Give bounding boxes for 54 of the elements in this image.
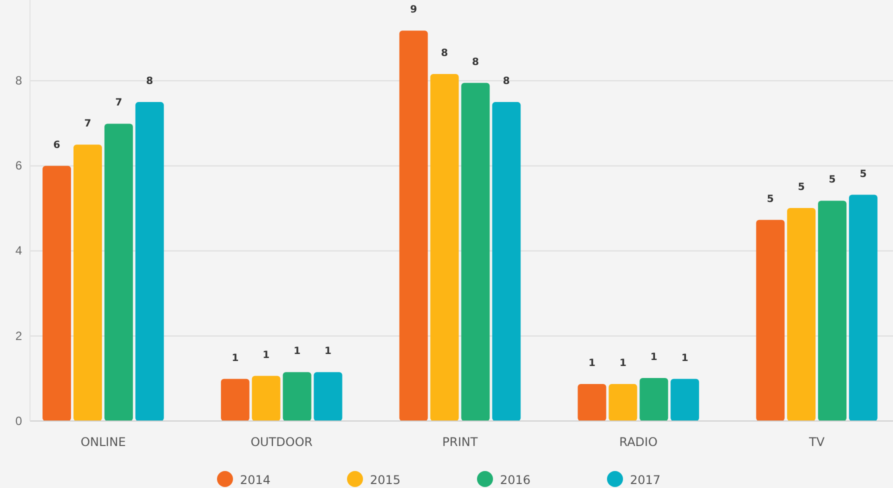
y-tick-label: 2 [15, 328, 22, 343]
data-label: 5 [860, 168, 867, 180]
x-tick-label: TV [808, 435, 826, 449]
data-label: 1 [588, 358, 596, 370]
data-label: 1 [681, 352, 688, 364]
bar [492, 102, 521, 421]
y-tick-label: 4 [15, 244, 22, 258]
bar [42, 166, 72, 421]
bar [135, 102, 164, 421]
x-tick-label: RADIO [619, 435, 658, 449]
data-label: 1 [262, 350, 270, 361]
bar [578, 384, 606, 421]
bar [73, 144, 102, 421]
data-label: 7 [115, 98, 122, 109]
data-label: 8 [146, 76, 154, 88]
bar [282, 372, 312, 421]
data-label: 1 [294, 346, 301, 358]
bar [608, 384, 638, 421]
x-tick-label: ONLINE [80, 435, 126, 449]
y-tick-label: 6 [15, 158, 22, 173]
legend-label: 2014 [240, 473, 271, 487]
data-label: 5 [798, 182, 805, 193]
bar [670, 378, 700, 421]
bar [314, 372, 342, 421]
data-label: 6 [53, 140, 60, 151]
y-tick-label: 8 [15, 74, 22, 88]
data-label: 5 [766, 194, 774, 205]
bar [252, 376, 280, 421]
bar [399, 30, 428, 421]
data-label: 8 [441, 48, 448, 59]
data-label: 5 [828, 174, 836, 186]
bar [848, 194, 878, 421]
data-label: 7 [84, 118, 92, 130]
y-tick-label: 0 [15, 414, 22, 428]
legend-label: 2016 [500, 473, 531, 487]
data-label: 9 [410, 4, 418, 16]
bar [640, 378, 668, 421]
x-tick-label: PRINT [442, 435, 478, 449]
bar [756, 220, 785, 421]
data-label: 8 [502, 76, 510, 88]
legend-label: 2015 [370, 473, 401, 487]
bar [461, 82, 490, 421]
bar [430, 74, 459, 421]
data-label: 1 [324, 346, 332, 358]
bar [220, 378, 250, 421]
data-label: 1 [650, 352, 658, 364]
bar [818, 200, 847, 421]
data-label: 1 [619, 358, 626, 370]
bar [104, 124, 133, 421]
legend-label: 2017 [630, 473, 661, 487]
data-label: 1 [232, 352, 239, 364]
bar [787, 208, 816, 421]
x-tick-label: OUTDOOR [250, 435, 313, 449]
data-label: 8 [472, 56, 479, 68]
